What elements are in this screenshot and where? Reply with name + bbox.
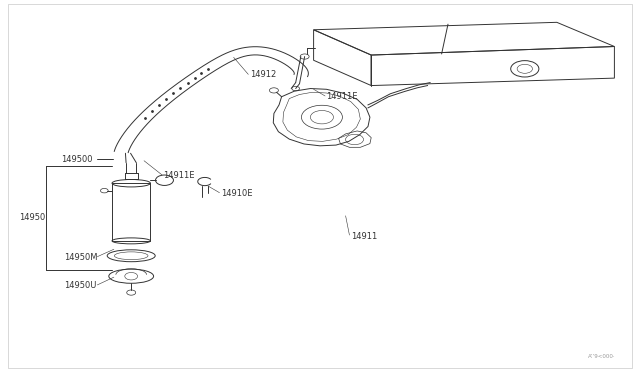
Text: 14911E: 14911E xyxy=(163,171,195,180)
Text: 14950U: 14950U xyxy=(64,281,97,290)
Bar xyxy=(112,183,150,241)
Text: 14910E: 14910E xyxy=(221,189,252,198)
Text: 14950: 14950 xyxy=(19,213,45,222)
Text: 149500: 149500 xyxy=(61,155,92,164)
Text: 14911E: 14911E xyxy=(326,92,358,101)
Text: 14911: 14911 xyxy=(351,232,377,241)
Text: 14950M: 14950M xyxy=(64,253,97,262)
Text: 14912: 14912 xyxy=(250,70,276,79)
Text: A’’9<000·: A’’9<000· xyxy=(588,354,616,359)
